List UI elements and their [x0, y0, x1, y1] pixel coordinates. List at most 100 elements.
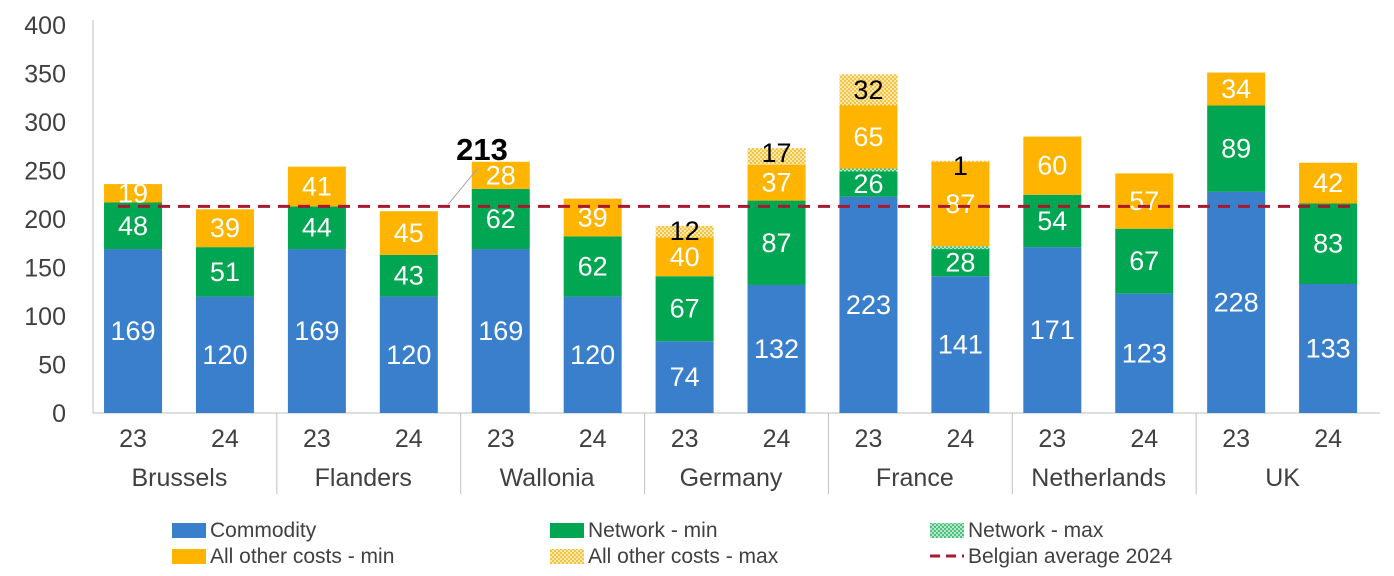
- bar-segment-commodity: [931, 276, 990, 413]
- bar-segment-other-max: [747, 148, 806, 165]
- data-label: 120: [570, 340, 615, 370]
- data-label: 169: [294, 316, 339, 346]
- y-tick-label: 300: [24, 109, 66, 137]
- y-tick-label: 100: [24, 303, 66, 331]
- bar-segment-network-min: [655, 276, 714, 342]
- data-label: 169: [478, 316, 523, 346]
- data-label: 87: [762, 228, 792, 258]
- bar-segment-commodity: [747, 284, 806, 413]
- bar-segment-network-max: [931, 246, 990, 250]
- bar-segment-other-min: [1207, 72, 1266, 106]
- x-tick-year: 24: [395, 425, 423, 453]
- bar-segment-commodity: [471, 249, 530, 413]
- bar-segment-other-min: [195, 209, 254, 248]
- bar-segment-network-min: [931, 249, 990, 277]
- data-label: 51: [210, 257, 240, 287]
- data-label: 17: [762, 138, 792, 168]
- bar-segment-other-min: [839, 105, 898, 169]
- bar-segment-network-min: [563, 236, 622, 297]
- reference-line-group: 213: [118, 132, 1350, 208]
- bar-segment-network-min: [1207, 105, 1266, 192]
- bar-segment-commodity: [563, 296, 622, 413]
- bar-segment-network-min: [287, 206, 346, 250]
- bar-segment-other-min: [471, 161, 530, 189]
- data-label: 28: [945, 248, 975, 278]
- x-tick-year: 23: [487, 425, 515, 453]
- x-tick-year: 23: [1038, 425, 1066, 453]
- data-label: 42: [1313, 168, 1343, 198]
- x-tick-year: 23: [855, 425, 883, 453]
- legend-label: Network - max: [968, 519, 1104, 542]
- x-tick-year: 23: [303, 425, 331, 453]
- bar-segment-other-min: [655, 237, 714, 277]
- data-label: 54: [1037, 206, 1067, 236]
- y-tick-label: 350: [24, 61, 66, 89]
- data-label: 67: [670, 294, 700, 324]
- data-label: 133: [1306, 333, 1351, 363]
- data-label: 57: [1129, 186, 1159, 216]
- x-tick-year: 23: [119, 425, 147, 453]
- x-tick-year: 24: [1130, 425, 1158, 453]
- legend-swatch: [172, 549, 206, 564]
- x-category-label: Wallonia: [500, 464, 595, 492]
- bar-segment-network-min: [104, 202, 163, 250]
- data-label: 60: [1037, 151, 1067, 181]
- data-label: 89: [1221, 134, 1251, 164]
- data-label: 62: [578, 252, 608, 282]
- data-label: 12: [670, 216, 700, 246]
- x-tick-year: 23: [1222, 425, 1250, 453]
- bar-segment-network-min: [1023, 194, 1082, 248]
- data-label: 34: [1221, 74, 1251, 104]
- data-label: 45: [394, 218, 424, 248]
- y-tick-label: 150: [24, 255, 66, 283]
- data-label: 39: [210, 213, 240, 243]
- bar-segment-other-min: [1299, 162, 1358, 204]
- data-label: 28: [486, 160, 516, 190]
- x-category-label: Netherlands: [1031, 464, 1166, 492]
- bar-segment-other-min: [287, 166, 346, 207]
- x-category-label: Brussels: [131, 464, 227, 492]
- bar-segment-commodity: [195, 296, 254, 413]
- data-label: 87: [945, 189, 975, 219]
- data-label: 132: [754, 334, 799, 364]
- bar-segment-network-max: [839, 168, 898, 172]
- x-tick-year: 24: [946, 425, 974, 453]
- data-label: 169: [111, 316, 156, 346]
- bar-segment-commodity: [104, 249, 163, 413]
- x-tick-year: 24: [1314, 425, 1342, 453]
- bar-segment-commodity: [839, 196, 898, 413]
- data-label: 171: [1030, 315, 1075, 345]
- bar-segment-commodity: [1207, 191, 1266, 413]
- y-tick-label: 250: [24, 158, 66, 186]
- bar-segment-network-min: [747, 200, 806, 285]
- data-label: 44: [302, 213, 332, 243]
- data-label: 141: [938, 330, 983, 360]
- data-label: 37: [762, 168, 792, 198]
- data-label: 41: [302, 172, 332, 202]
- data-label: 120: [386, 340, 431, 370]
- data-label: 43: [394, 261, 424, 291]
- data-label: 67: [1129, 246, 1159, 276]
- x-category-label: Germany: [680, 464, 783, 492]
- legend-swatch: [550, 549, 584, 564]
- bar-segment-other-min: [563, 198, 622, 237]
- y-tick-label: 200: [24, 206, 66, 234]
- x-category-label: UK: [1265, 464, 1300, 492]
- data-label: 228: [1214, 287, 1259, 317]
- legend: Commodity Network - min Network - max All o…: [172, 519, 1173, 568]
- legend-label: Commodity: [210, 519, 317, 542]
- bar-segment-network-min: [471, 188, 530, 250]
- x-axis: 23 24 Brussels 23 24 Flanders 23 24 Wallonia 23 24…: [119, 413, 1342, 494]
- x-tick-year: 24: [211, 425, 239, 453]
- data-label: 1: [953, 151, 968, 181]
- legend-label: Network - min: [588, 519, 718, 542]
- reference-value-label: 213: [456, 132, 508, 167]
- y-axis: 0 50 100 150 200 250 300 350 400: [24, 12, 1380, 428]
- data-label: 83: [1313, 229, 1343, 259]
- legend-label: Belgian average 2024: [968, 545, 1173, 568]
- bar-segment-other-min: [379, 211, 438, 255]
- data-label: 65: [853, 122, 883, 152]
- bar-segment-other-min: [1023, 136, 1082, 195]
- data-label: 74: [670, 362, 700, 392]
